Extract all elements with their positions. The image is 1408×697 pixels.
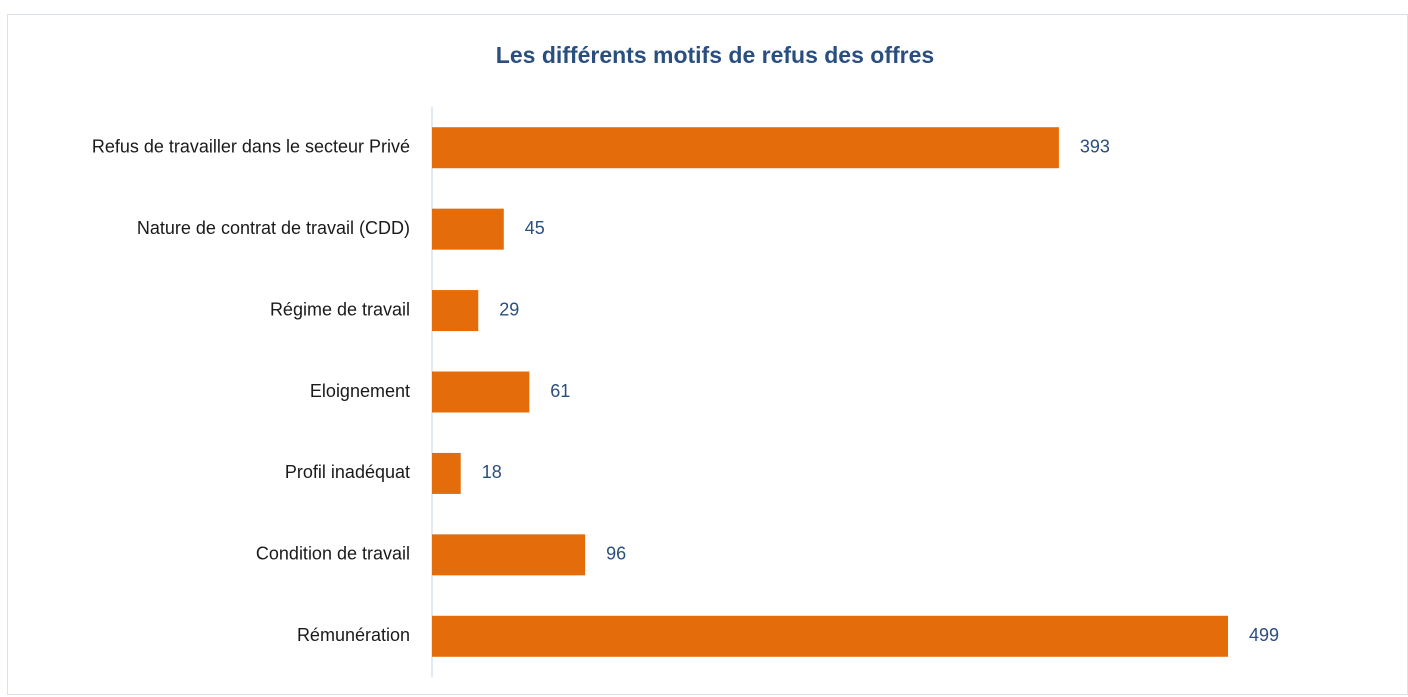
y-tick-label: Refus de travailler dans le secteur Priv… <box>92 136 410 156</box>
bar <box>432 615 1228 657</box>
bar <box>432 127 1059 169</box>
data-label: 45 <box>525 218 545 238</box>
chart-frame <box>7 14 1408 695</box>
y-tick-label: Condition de travail <box>256 544 410 564</box>
data-label: 393 <box>1080 136 1110 156</box>
data-label: 18 <box>482 462 502 482</box>
data-label: 499 <box>1249 625 1279 645</box>
bar <box>432 371 530 413</box>
data-label: 61 <box>550 381 570 401</box>
bar <box>432 208 504 250</box>
y-tick-label: Nature de contrat de travail (CDD) <box>137 218 410 238</box>
data-label: 96 <box>606 544 626 564</box>
y-tick-label: Régime de travail <box>270 299 410 319</box>
y-tick-label: Eloignement <box>310 381 410 401</box>
y-tick-label: Profil inadéquat <box>285 462 410 482</box>
bar <box>432 290 479 332</box>
chart-title: Les différents motifs de refus des offre… <box>496 42 934 68</box>
data-label: 29 <box>499 299 519 319</box>
bar <box>432 452 461 494</box>
y-tick-label: Rémunération <box>297 625 410 645</box>
bar <box>432 534 586 576</box>
